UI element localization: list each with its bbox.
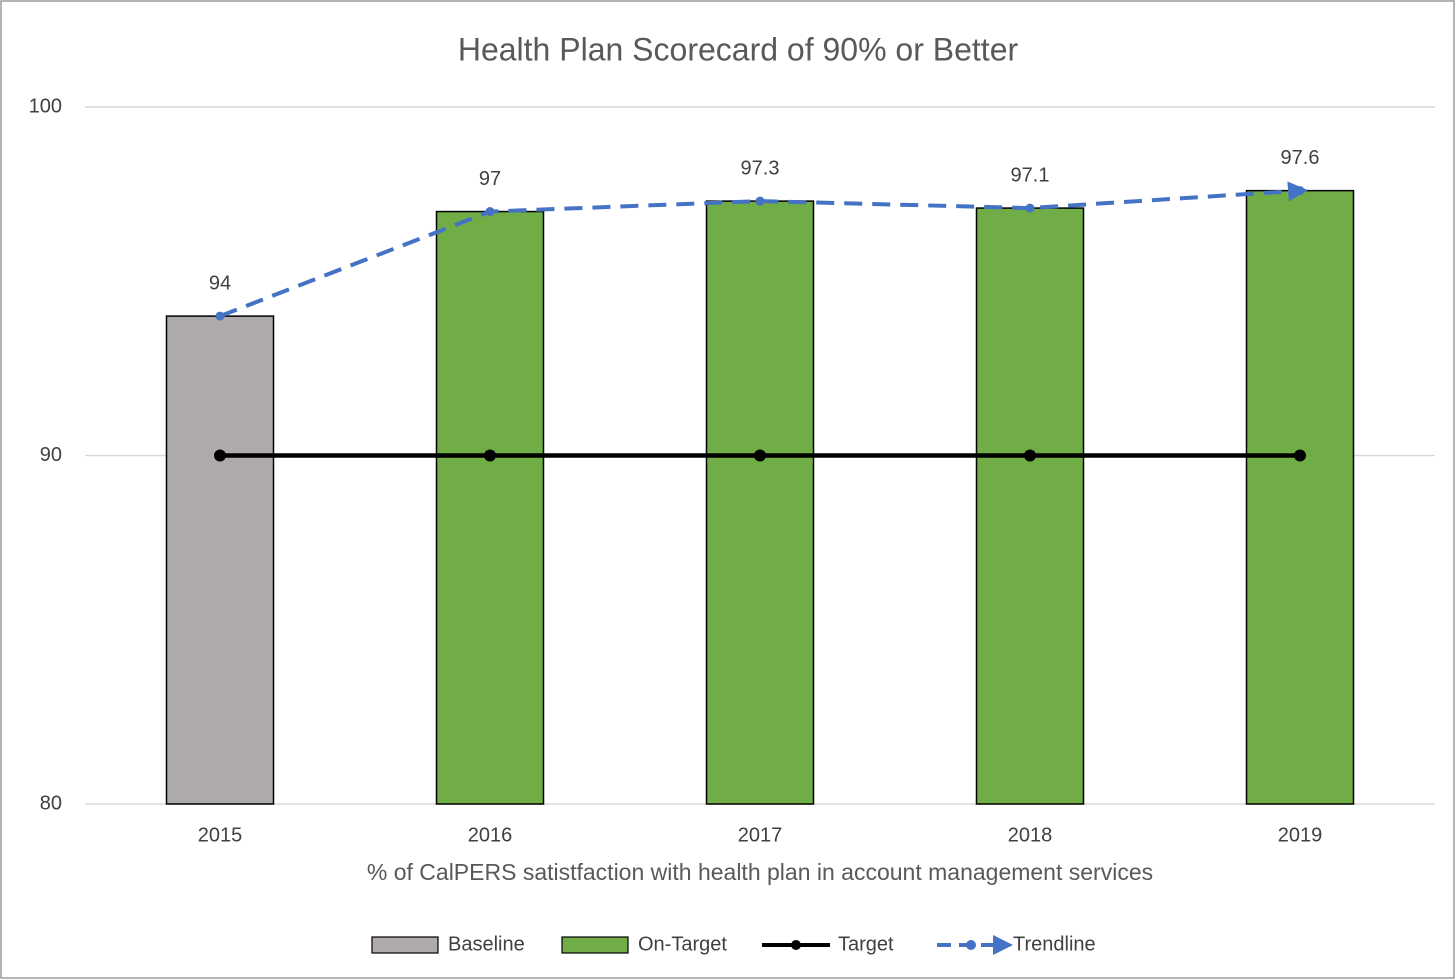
bar	[1245, 189, 1355, 805]
y-tick-label: 100	[29, 95, 62, 117]
data-label: 94	[209, 272, 231, 294]
line-marker	[214, 449, 226, 462]
line-marker	[1024, 449, 1036, 462]
bar	[705, 200, 815, 805]
x-tick-label: 2018	[1008, 824, 1053, 846]
line-marker	[754, 449, 766, 462]
chart-title: Health Plan Scorecard of 90% or Better	[458, 31, 1019, 67]
legend-label: On-Target	[638, 933, 727, 955]
legend-swatch	[561, 936, 629, 954]
legend-label: Target	[838, 933, 894, 955]
y-tick-label: 80	[40, 792, 62, 814]
legend-label: Trendline	[1013, 933, 1096, 955]
bar	[165, 315, 275, 805]
x-tick-label: 2017	[738, 824, 783, 846]
legend-swatch	[371, 936, 439, 954]
x-tick-label: 2015	[198, 824, 243, 846]
bar	[975, 207, 1085, 805]
data-label: 97.3	[741, 157, 780, 179]
bar	[435, 210, 545, 805]
line-marker	[755, 196, 765, 206]
data-label: 97	[479, 168, 501, 190]
legend-swatch	[791, 940, 801, 950]
x-tick-label: 2019	[1278, 824, 1323, 846]
data-label: 97.1	[1011, 164, 1050, 186]
y-tick-label: 90	[40, 444, 62, 466]
data-label: 97.6	[1281, 147, 1320, 169]
line-marker	[485, 207, 495, 217]
line-marker	[1295, 186, 1305, 196]
line-marker	[1294, 449, 1306, 462]
line-marker	[215, 311, 225, 321]
x-axis-title: % of CalPERS satistfaction with health p…	[367, 859, 1153, 885]
x-tick-label: 2016	[468, 824, 513, 846]
legend-swatch	[966, 940, 976, 950]
line-marker	[1025, 203, 1035, 213]
legend-label: Baseline	[448, 933, 525, 955]
line-marker	[484, 449, 496, 462]
